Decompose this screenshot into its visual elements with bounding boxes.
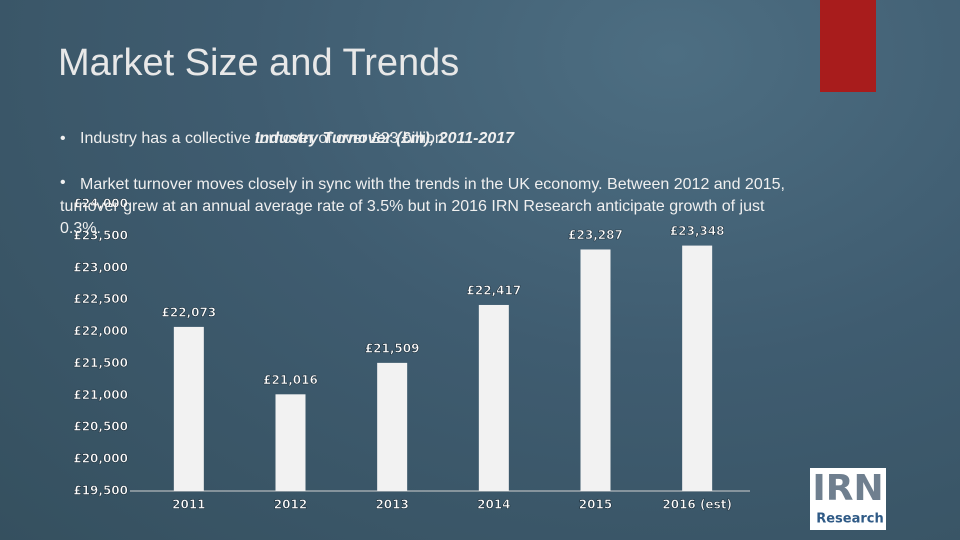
y-tick-label: £20,000	[73, 452, 128, 466]
bar	[173, 326, 204, 491]
y-tick-label: £24,000	[73, 197, 128, 211]
data-label: £23,348	[670, 224, 725, 238]
y-tick-label: £23,000	[73, 260, 128, 274]
bar	[580, 249, 611, 491]
y-tick-label: £21,500	[73, 356, 128, 370]
y-tick-label: £20,500	[73, 420, 128, 434]
bullet-marker: •	[60, 174, 66, 191]
x-tick-label: 2014	[477, 498, 510, 512]
bar	[377, 362, 408, 491]
x-tick-label: 2013	[375, 498, 408, 512]
bar	[275, 394, 306, 491]
slide-title: Market Size and Trends	[58, 42, 460, 84]
x-tick-label: 2016 (est)	[662, 498, 732, 512]
y-tick-label: £23,500	[73, 228, 128, 242]
y-tick-label: £22,000	[73, 324, 128, 338]
x-tick-label: 2012	[274, 498, 307, 512]
logo-box	[810, 468, 886, 530]
y-tick-label: £19,500	[73, 484, 128, 498]
logo-text: IRN	[812, 468, 883, 509]
data-label: £23,287	[568, 228, 623, 242]
accent-bar	[820, 0, 876, 92]
chart-title: Industry Turnover (£m), 2011-2017	[255, 130, 515, 147]
x-tick-label: 2011	[172, 498, 205, 512]
data-label: £22,417	[467, 283, 522, 297]
y-tick-label: £22,500	[73, 292, 128, 306]
logo-subtext: Research	[816, 512, 884, 527]
bullet-marker: •	[60, 130, 66, 147]
bullet: Industry has a collective turnover of ov…	[80, 130, 444, 147]
data-label: £21,016	[263, 373, 318, 387]
bullet: Market turnover moves closely in sync wi…	[60, 176, 785, 237]
bar	[478, 304, 509, 491]
data-label: £21,509	[365, 341, 420, 355]
bar	[682, 245, 713, 491]
x-tick-label: 2015	[579, 498, 612, 512]
y-tick-label: £21,000	[73, 388, 128, 402]
data-label: £22,073	[162, 305, 217, 319]
